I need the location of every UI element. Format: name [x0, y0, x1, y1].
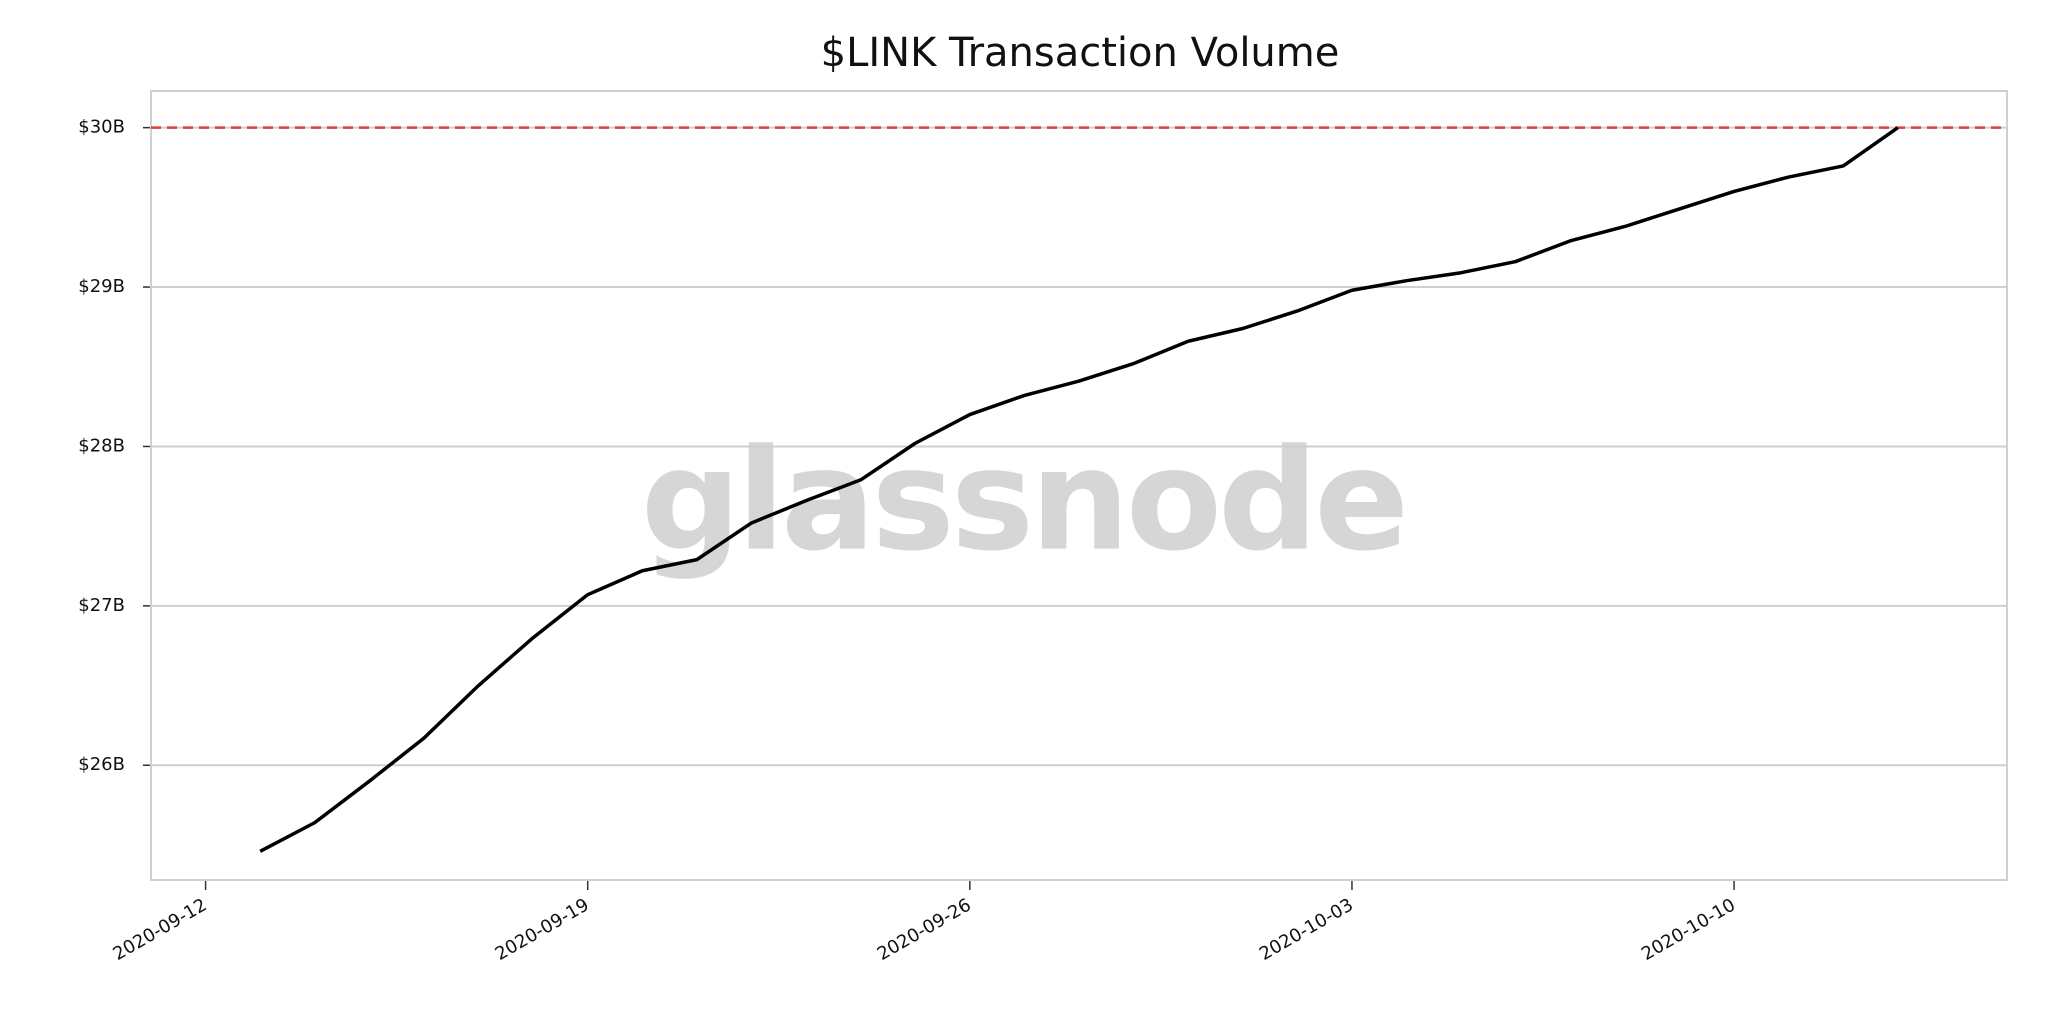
y-tick-label: $28B — [78, 435, 125, 456]
y-tick-label: $27B — [78, 595, 125, 616]
data-line — [259, 126, 1899, 853]
y-tick-label: $26B — [78, 754, 125, 775]
plot-frame — [150, 90, 2008, 881]
y-tick-label: $29B — [78, 276, 125, 297]
y-tick-label: $30B — [78, 117, 125, 138]
watermark: glassnode — [641, 420, 1405, 583]
chart-title: $LINK Transaction Volume — [821, 30, 1340, 76]
